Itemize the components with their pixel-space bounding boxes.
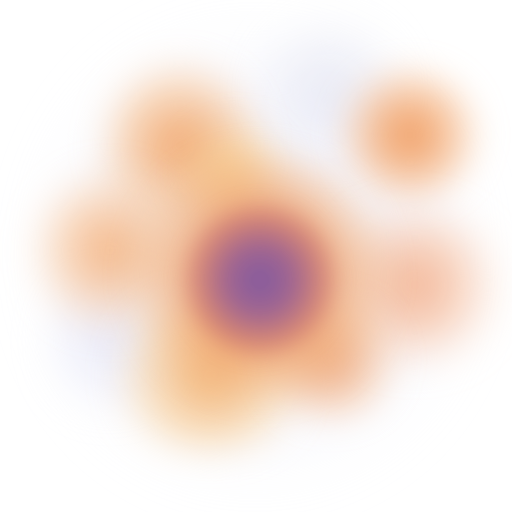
- petal-highlight: [170, 120, 300, 230]
- petal-top-right: [340, 70, 480, 200]
- petal-bottom-right: [260, 300, 400, 420]
- lavender-haze-top: [250, 10, 410, 170]
- petal-left: [35, 170, 185, 330]
- petal-right: [330, 210, 500, 360]
- petal-top: [105, 60, 255, 230]
- petal-bottom: [110, 300, 310, 450]
- lavender-haze-left: [50, 250, 170, 430]
- flower-center-glow: [130, 150, 390, 400]
- lavender-haze: [40, 20, 470, 490]
- flower-center-core: [185, 205, 335, 355]
